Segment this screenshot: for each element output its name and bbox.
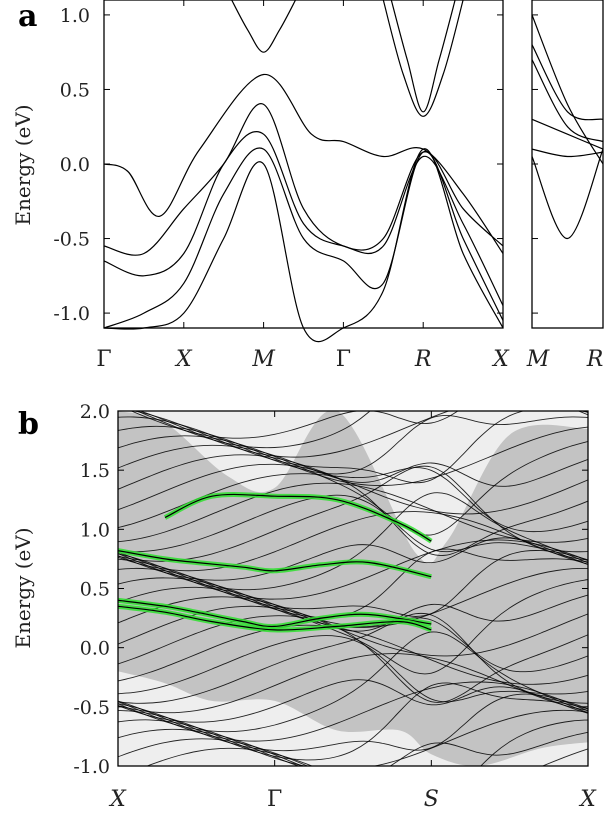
- panel-a-band-line: [103, 73, 504, 254]
- panel-a-band-line: [103, 103, 504, 256]
- panel-a-ylabel: Energy (eV): [11, 104, 35, 225]
- panel-b-slab-band: [118, 511, 588, 572]
- panel-b-slab-band: [118, 693, 588, 752]
- panel-b-bulk-projection: [118, 411, 588, 766]
- panel-a-kpoint-label: X: [174, 347, 193, 372]
- panel-b-ylabel: Energy (eV): [11, 527, 35, 648]
- panel-b-slab-band: [118, 709, 588, 766]
- panel-b-slab-band: [118, 586, 588, 632]
- panel-b-slab-band: [118, 414, 588, 475]
- panel-a-band-line: [103, 131, 504, 306]
- panel-b-ytick-label: 1.5: [80, 460, 110, 482]
- panel-a-side-band-line: [531, 59, 604, 143]
- panel-b-surface-band-core: [118, 550, 432, 578]
- panel-b-slab-band: [118, 537, 588, 581]
- panel-b-slab-band: [135, 411, 588, 449]
- panel-b-ytick-label: 0.0: [80, 638, 110, 660]
- panel-b-slab-band: [118, 482, 588, 543]
- panel-a-kpoint-label: M: [251, 347, 275, 372]
- panel-b: b Energy (eV) 2.0 1.5 1.0 0.5 0.0 -0.5 -1.0 X Γ…: [11, 401, 597, 812]
- panel-b-slab-band: [118, 653, 588, 714]
- panel-a-kpoint-label: Γ: [96, 347, 111, 372]
- panel-b-slab-band: [118, 738, 588, 766]
- panel-b-slab-band: [118, 550, 588, 617]
- panel-a-kpoint-label: X: [491, 347, 510, 372]
- panel-b-slab-band: [118, 494, 588, 553]
- panel-a-band-line: [103, 147, 504, 329]
- panel-a-side-frame: [531, 0, 604, 329]
- panel-a-side-band-line: [531, 148, 604, 240]
- panel-b-bulk-projection-fill: [118, 411, 588, 766]
- panel-a-side-band-line: [531, 148, 604, 158]
- panel-a-side-band-line: [531, 14, 604, 165]
- panel-b-ytick-label: 0.5: [80, 579, 110, 601]
- panel-a-band-line: [231, 0, 297, 53]
- panel-b-slab-band: [118, 728, 588, 766]
- panel-b-slab-band: [118, 465, 588, 562]
- panel-b-slab-band: [118, 635, 588, 703]
- panel-b-ytick-label: 2.0: [80, 401, 110, 423]
- panel-b-slab-band: [118, 444, 588, 487]
- panel-a-side-kpoint-label: R: [586, 347, 604, 372]
- panel-a-kpoint-label: Γ: [336, 347, 351, 372]
- panel-b-slab-band: [118, 577, 588, 675]
- panel-b-slab-band: [118, 631, 588, 733]
- panel-a-kpoint-label: R: [414, 347, 432, 372]
- panel-b-surface-band-core: [118, 599, 432, 628]
- panel-b-slab-band: [132, 411, 588, 484]
- panel-a-band-line: [390, 0, 456, 113]
- panel-a-side-band-line: [531, 118, 604, 150]
- panel-a-ytick-label: 0.0: [60, 154, 90, 176]
- panel-b-kpoint-label: S: [424, 787, 439, 812]
- panel-b-slab-band: [118, 596, 588, 657]
- panel-b-ytick-label: -0.5: [73, 697, 110, 719]
- panel-b-surface-band-core: [118, 605, 432, 631]
- panel-b-slab-band: [118, 679, 588, 723]
- panel-b-slab-band: [118, 463, 588, 556]
- panel-b-slab-band: [118, 492, 588, 591]
- panel-a-ytick-label: -0.5: [53, 229, 90, 251]
- panel-b-slab-band: [145, 747, 314, 766]
- panel-b-slab-band: [118, 454, 588, 515]
- panel-a-side-band-line: [531, 44, 604, 121]
- panel-b-surface-band-core: [164, 493, 432, 542]
- panel-a-ytick-label: -1.0: [53, 303, 90, 325]
- panel-a-band-line: [382, 0, 464, 117]
- panel-a-side-kpoint-label: M: [526, 347, 550, 372]
- panel-b-ytick-label: 1.0: [80, 519, 110, 541]
- panel-b-slab-band: [118, 435, 588, 536]
- panel-b-letter: b: [18, 407, 39, 442]
- panel-b-kpoint-label: X: [108, 787, 127, 812]
- panel-a-letter: a: [18, 0, 37, 34]
- panel-a-ytick-label: 0.5: [60, 79, 90, 101]
- panel-b-kpoint-label: Γ: [267, 787, 282, 812]
- panel-b-ytick-label: -1.0: [73, 756, 110, 778]
- panel-a-ytick-label: 1.0: [60, 5, 90, 27]
- panel-b-slab-band: [118, 681, 588, 742]
- panel-a-band-line: [103, 148, 504, 343]
- panel-b-kpoint-label: X: [578, 787, 597, 812]
- panel-a-main-frame: [103, 0, 504, 329]
